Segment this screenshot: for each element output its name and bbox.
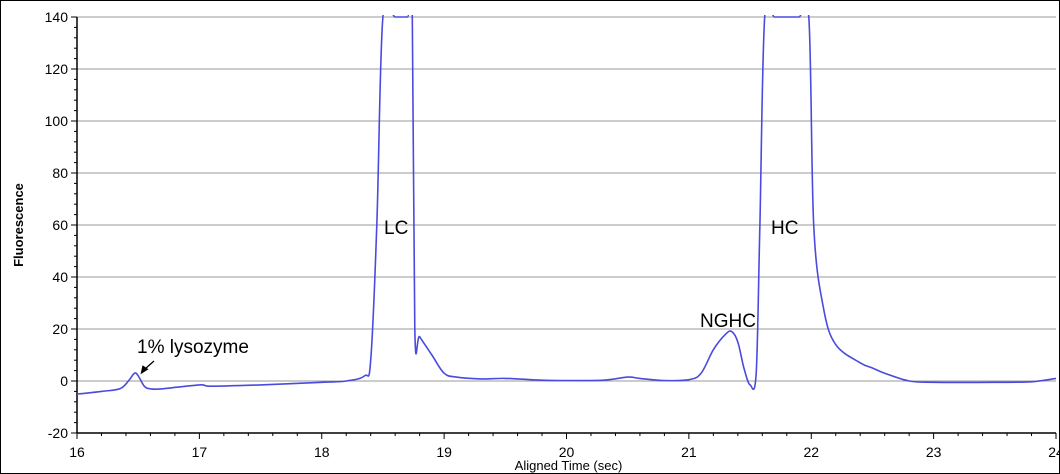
y-tick-label-40: 40 — [52, 269, 68, 285]
y-tick-label-100: 100 — [45, 113, 69, 129]
y-tick-label-120: 120 — [45, 61, 69, 77]
y-tick-label-0: 0 — [60, 373, 68, 389]
y-tick-label-80: 80 — [52, 165, 68, 181]
x-tick-label-22: 22 — [803, 444, 819, 460]
y-tick-label--20: -20 — [48, 425, 68, 441]
annotations: 1% lysozyme LC NGHC HC — [137, 218, 798, 375]
x-tick-label-17: 17 — [192, 444, 208, 460]
x-tick-label-24: 24 — [1048, 444, 1060, 460]
x-tick-label-23: 23 — [926, 444, 942, 460]
x-tick-label-21: 21 — [681, 444, 697, 460]
annotation-label-3: HC — [771, 218, 798, 239]
y-axis-label: Fluorescence — [11, 183, 26, 267]
series-line-0 — [77, 15, 1056, 395]
x-tick-label-19: 19 — [436, 444, 452, 460]
y-tick-label-140: 140 — [45, 9, 69, 25]
x-tick-label-18: 18 — [314, 444, 330, 460]
x-tick-label-16: 16 — [69, 444, 85, 460]
lysozyme-arrow-head — [140, 365, 149, 375]
series-group — [77, 15, 1056, 395]
y-tick-label-20: 20 — [52, 321, 68, 337]
annotation-label-2: NGHC — [700, 311, 756, 332]
x-axis-label: Aligned Time (sec) — [515, 458, 623, 473]
annotation-label-0: 1% lysozyme — [137, 337, 249, 358]
ticks: -20 0 20 40 60 80 100 120 140 16 17 18 19 20 21 22 23 24 — [45, 9, 1060, 460]
annotation-label-1: LC — [384, 218, 408, 239]
grid — [77, 16, 1056, 434]
x-tick-label-20: 20 — [559, 444, 575, 460]
y-tick-label-60: 60 — [52, 217, 68, 233]
